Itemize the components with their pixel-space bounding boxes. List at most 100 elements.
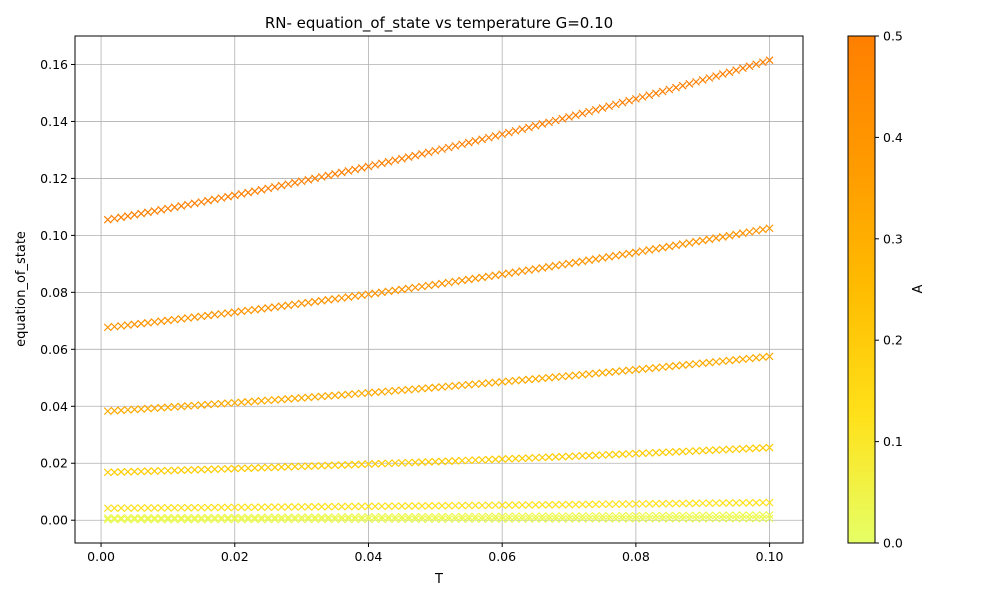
data-point <box>645 449 654 457</box>
data-point <box>504 515 513 523</box>
data-point <box>324 392 333 400</box>
data-point <box>458 512 466 521</box>
data-point <box>177 466 186 475</box>
data-point <box>438 501 446 510</box>
data-point <box>625 500 634 508</box>
data-point <box>538 515 547 523</box>
data-point <box>357 502 366 511</box>
data-point <box>758 58 767 67</box>
data-point <box>585 514 594 523</box>
data-point <box>571 514 580 523</box>
data-point <box>110 504 119 513</box>
data-point <box>504 501 513 510</box>
data-point <box>451 277 460 286</box>
data-point <box>625 249 634 258</box>
data-point <box>665 448 674 457</box>
data-point <box>130 320 139 329</box>
data-point <box>123 513 132 522</box>
data-point <box>598 368 607 377</box>
data-point <box>658 448 667 457</box>
data-point <box>163 466 172 475</box>
data-point <box>364 515 373 524</box>
data-point <box>291 300 299 309</box>
data-point <box>311 174 319 183</box>
data-point <box>678 240 687 249</box>
data-point <box>672 514 680 523</box>
data-point <box>103 468 112 477</box>
data-point <box>284 394 293 403</box>
data-point <box>431 501 440 510</box>
data-point <box>331 391 339 400</box>
data-point <box>484 133 493 142</box>
data-point <box>444 382 453 391</box>
x-tick-label: 0.06 <box>488 549 516 564</box>
data-point <box>712 357 721 366</box>
data-point <box>391 286 400 295</box>
data-point <box>284 462 293 471</box>
data-point <box>444 143 453 152</box>
data-point <box>270 513 279 522</box>
data-point <box>397 386 406 395</box>
data-point <box>585 512 594 520</box>
data-point <box>244 397 253 406</box>
data-point <box>658 243 667 252</box>
data-point <box>638 511 647 520</box>
data-point <box>451 141 460 150</box>
y-tick-label: 0.02 <box>40 456 68 471</box>
data-point <box>712 511 721 520</box>
data-point <box>210 503 219 512</box>
data-point <box>257 396 266 405</box>
data-point <box>150 207 159 215</box>
data-point <box>371 502 380 511</box>
data-point <box>377 288 386 297</box>
data-point <box>197 312 206 321</box>
data-point <box>685 360 694 369</box>
data-point <box>364 162 373 171</box>
colorbar: 0.0 0.1 0.2 0.3 0.4 0.5 A <box>847 29 926 551</box>
data-point <box>565 113 573 121</box>
data-point <box>117 468 126 476</box>
data-point <box>678 361 687 370</box>
data-point <box>170 466 179 475</box>
data-point <box>377 387 386 396</box>
data-point <box>257 503 266 512</box>
data-point <box>565 514 573 523</box>
data-point <box>351 513 360 521</box>
data-point <box>177 402 186 411</box>
data-point <box>357 460 366 469</box>
data-point <box>464 512 473 521</box>
data-point <box>645 91 654 100</box>
data-point <box>718 511 727 520</box>
data-point <box>471 501 480 510</box>
data-point <box>237 398 246 407</box>
data-point <box>224 503 233 512</box>
data-point <box>418 512 426 521</box>
data-point <box>217 465 226 473</box>
data-point <box>538 120 547 128</box>
data-point <box>317 392 326 401</box>
data-point <box>551 515 560 523</box>
data-point <box>672 361 680 370</box>
data-point <box>585 370 594 378</box>
data-point <box>638 93 647 101</box>
data-point <box>718 232 727 241</box>
data-point <box>110 322 119 331</box>
data-point <box>404 502 413 510</box>
data-point <box>210 400 219 409</box>
data-point <box>652 511 660 520</box>
data-point <box>264 503 273 512</box>
data-point <box>712 234 721 243</box>
data-point <box>611 511 620 520</box>
data-point <box>438 145 446 154</box>
data-point <box>304 513 313 522</box>
colorbar-ticks: 0.0 0.1 0.2 0.3 0.4 0.5 <box>875 29 903 551</box>
data-point <box>391 459 400 468</box>
data-point <box>304 462 313 471</box>
data-point <box>531 374 540 383</box>
data-point <box>117 213 126 222</box>
data-point <box>377 502 386 511</box>
data-point <box>230 398 239 407</box>
data-point <box>284 513 293 522</box>
data-point <box>357 163 366 172</box>
data-point <box>438 515 446 524</box>
